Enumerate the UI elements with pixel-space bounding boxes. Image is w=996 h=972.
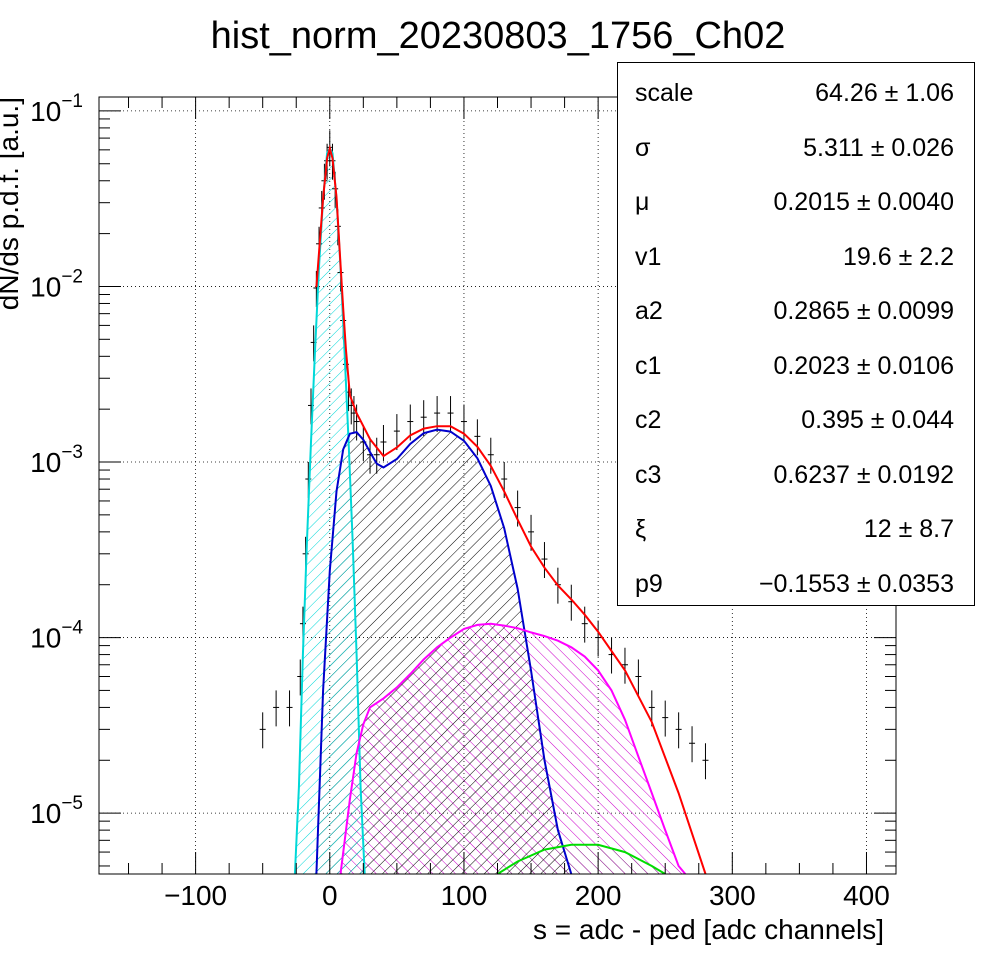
stat-value: 64.26 ± 1.06 (815, 79, 954, 107)
stat-row: σ 5.311 ± 0.026 (618, 134, 974, 164)
stat-row: a2 0.2865 ± 0.0099 (618, 297, 974, 327)
stat-value: 5.311 ± 0.026 (803, 133, 954, 162)
stat-value: 12 ± 8.7 (863, 515, 954, 543)
x-tick-label: 400 (843, 880, 890, 911)
stat-row: scale 64.26 ± 1.06 (618, 79, 974, 109)
x-tick-label: 300 (709, 880, 756, 911)
stat-value: 0.6237 ± 0.0192 (773, 460, 954, 489)
component-fills (294, 148, 686, 874)
second-pe-curve (339, 622, 687, 874)
stat-name: a2 (635, 297, 663, 325)
first-pe-curve (315, 428, 573, 874)
y-tick-label: 10−5 (30, 793, 83, 829)
stat-row: p9 −0.1553 ± 0.0353 (618, 570, 974, 600)
stat-row: v1 19.6 ± 2.2 (618, 243, 974, 273)
stat-value: 19.6 ± 2.2 (842, 242, 954, 271)
x-tick-label: 200 (575, 880, 622, 911)
stat-value: 0.2023 ± 0.0106 (773, 351, 954, 380)
stat-row: c1 0.2023 ± 0.0106 (618, 352, 974, 382)
stat-value: −0.1553 ± 0.0353 (758, 569, 954, 598)
pedestal-fill (294, 148, 365, 874)
stat-name: p9 (635, 569, 663, 598)
x-axis-label: s = adc - ped [adc channels] (533, 914, 884, 945)
chart-title: hist_norm_20230803_1756_Ch02 (211, 15, 786, 57)
x-tick-label: 100 (441, 880, 488, 911)
x-tick-label: 0 (322, 880, 338, 911)
x-tick-labels: −100 0 100 200 300 400 (164, 880, 890, 911)
stat-name: μ (635, 188, 650, 216)
stat-row: c2 0.395 ± 0.044 (618, 406, 974, 436)
y-tick-label: 10−4 (30, 618, 83, 654)
stat-name: c1 (635, 351, 662, 380)
stat-name: c3 (635, 460, 662, 489)
y-tick-labels: 10−5 10−4 10−3 10−2 10−1 (30, 91, 83, 829)
x-tick-label: −100 (164, 880, 227, 911)
stat-value: 0.2015 ± 0.0040 (773, 188, 954, 216)
y-tick-label: 10−2 (30, 266, 83, 302)
y-tick-label: 10−1 (30, 91, 83, 127)
stat-row: μ 0.2015 ± 0.0040 (618, 188, 974, 218)
y-tick-label: 10−3 (30, 442, 83, 478)
fit-parameters-box: scale 64.26 ± 1.06 σ 5.311 ± 0.026 μ 0.2015 ±… (617, 62, 975, 606)
stat-name: c2 (635, 406, 662, 434)
stat-value: 0.395 ± 0.044 (801, 406, 954, 434)
stat-name: σ (635, 133, 651, 162)
total-fit-curve (315, 144, 707, 874)
third-pe-curve (496, 843, 666, 874)
fit-curves (293, 144, 707, 874)
stat-value: 0.2865 ± 0.0099 (773, 297, 954, 325)
first-pe-fill (316, 429, 572, 874)
stat-row: c3 0.6237 ± 0.0192 (618, 461, 974, 491)
stat-name: ξ (635, 515, 647, 543)
stat-name: v1 (635, 242, 662, 271)
stat-row: ξ 12 ± 8.7 (618, 515, 974, 545)
stat-name: scale (635, 79, 694, 107)
y-axis-label: dN/ds p.d.f. [a.u.] (0, 97, 24, 310)
